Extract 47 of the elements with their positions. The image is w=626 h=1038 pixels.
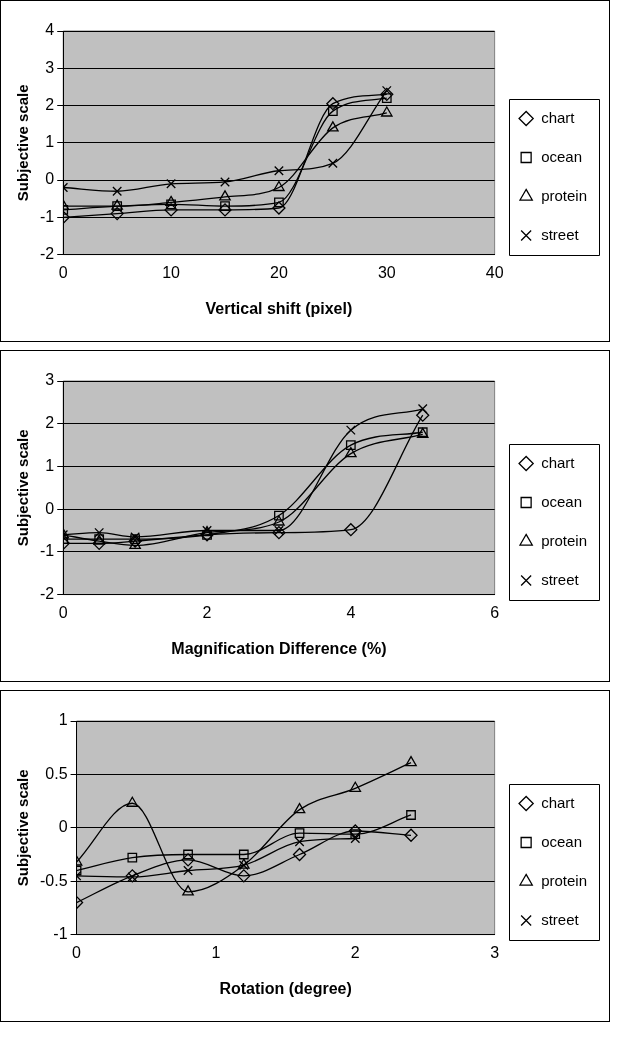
legend-label: ocean — [541, 147, 583, 165]
y-tick-label: -1 — [39, 542, 55, 560]
y-axis-title: Subjective scale — [14, 429, 32, 547]
x-tick-label: 40 — [485, 263, 504, 281]
y-tick-label: 0.5 — [45, 764, 68, 782]
legend-label: protein — [541, 186, 588, 204]
y-tick-label: 1 — [58, 711, 68, 729]
x-axis-title: Rotation (degree) — [219, 979, 352, 997]
y-tick-label: 1 — [45, 456, 55, 474]
legend-label: chart — [541, 453, 576, 471]
x-tick-label: 3 — [490, 943, 500, 961]
x-tick-label: 30 — [377, 263, 396, 281]
y-axis-title: Subjective scale — [14, 84, 32, 202]
x-tick-label: 2 — [202, 603, 212, 621]
x-tick-label: 0 — [72, 943, 82, 961]
y-tick-label: -1 — [53, 925, 68, 943]
y-tick-label: 0 — [45, 170, 55, 188]
legend-label: ocean — [541, 492, 583, 510]
y-tick-label: -2 — [39, 245, 55, 263]
x-tick-label: 1 — [211, 943, 221, 961]
y-tick-label: 0 — [58, 818, 68, 836]
y-tick-label: -1 — [39, 207, 55, 225]
legend-label: street — [541, 910, 580, 928]
y-tick-label: 3 — [45, 371, 55, 389]
legend-label: protein — [541, 531, 588, 549]
legend-label: chart — [541, 793, 576, 811]
legend-label: ocean — [541, 832, 583, 850]
x-axis-title: Magnification Difference (%) — [171, 639, 387, 657]
y-tick-label: -0.5 — [39, 871, 68, 889]
y-tick-label: 2 — [45, 414, 55, 432]
y-tick-label: 2 — [45, 95, 55, 113]
y-axis-title: Subjective scale — [14, 769, 32, 887]
x-tick-label: 10 — [162, 263, 181, 281]
x-axis-title: Vertical shift (pixel) — [205, 299, 353, 317]
x-tick-label: 2 — [350, 943, 360, 961]
y-tick-label: 4 — [45, 21, 55, 39]
legend-label: protein — [541, 871, 588, 889]
y-tick-label: 0 — [45, 499, 55, 517]
legend-label: street — [541, 225, 580, 243]
x-tick-label: 4 — [346, 603, 356, 621]
y-tick-label: -2 — [39, 585, 55, 603]
legend-label: chart — [541, 108, 576, 126]
x-tick-label: 20 — [270, 263, 288, 281]
y-tick-label: 1 — [45, 133, 55, 151]
x-tick-label: 6 — [490, 603, 500, 621]
y-tick-label: 3 — [45, 58, 55, 76]
legend-label: street — [541, 570, 580, 588]
